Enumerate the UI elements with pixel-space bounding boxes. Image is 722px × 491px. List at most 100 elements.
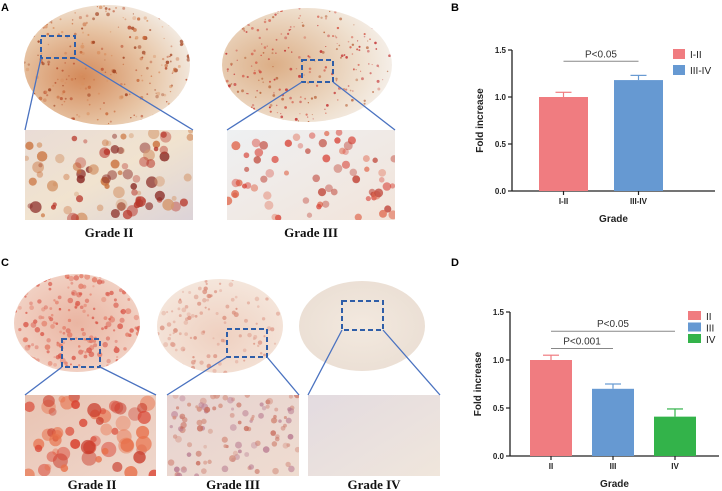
stain-dot (275, 286, 279, 290)
stain-dot (307, 81, 310, 84)
stain-dot (330, 188, 338, 196)
stain-dot (280, 115, 284, 119)
stain-dot (18, 356, 22, 360)
stain-dot (286, 443, 291, 447)
y-axis-title: Fold increase (473, 351, 484, 416)
stain-dot (87, 93, 91, 97)
stain-dot (183, 173, 192, 182)
stain-dot (218, 403, 223, 409)
stain-dot (316, 15, 320, 18)
stain-dot (109, 316, 116, 323)
stain-dot (179, 14, 182, 17)
stain-dot (86, 99, 89, 101)
stain-dot (137, 17, 141, 21)
stain-dot (223, 92, 226, 95)
stain-dot (388, 87, 392, 90)
stain-dot (133, 46, 137, 49)
stain-dot (149, 60, 153, 64)
x-tick-label: IV (671, 462, 679, 471)
stain-dot (115, 72, 118, 74)
stain-dot (129, 36, 132, 39)
stain-dot (70, 281, 74, 285)
stain-dot (136, 327, 139, 331)
stain-dot (136, 190, 142, 196)
stain-dot (225, 52, 228, 55)
stain-dot (117, 323, 124, 330)
stain-dot (367, 49, 370, 53)
stain-dot (284, 88, 288, 92)
stain-dot (169, 90, 172, 93)
stain-dot (243, 152, 250, 159)
stain-dot (99, 147, 111, 159)
stain-dot (64, 62, 66, 64)
stain-dot (106, 358, 111, 364)
stain-dot (259, 366, 262, 370)
stain-dot (46, 94, 49, 97)
stain-dot (252, 114, 255, 117)
stain-dot (92, 339, 97, 343)
stain-dot (319, 50, 323, 53)
stain-dot (201, 468, 207, 474)
stain-dot (101, 174, 112, 184)
stain-dot (206, 354, 211, 359)
stain-dot (202, 289, 208, 295)
stain-dot (79, 305, 84, 310)
stain-dot (67, 308, 71, 312)
stain-dot (136, 340, 140, 346)
stain-dot (69, 363, 72, 366)
stain-dot (81, 42, 84, 45)
stain-dot (322, 200, 330, 208)
stain-dot (44, 17, 49, 22)
stain-dot (25, 311, 28, 315)
stain-dot (226, 38, 229, 40)
stain-dot (325, 112, 327, 114)
stain-dot (376, 64, 379, 67)
stain-dot (61, 92, 64, 95)
stain-dot (163, 342, 169, 348)
stain-dot (109, 31, 112, 33)
stain-dot (36, 151, 48, 162)
stain-dot (276, 111, 279, 114)
stain-dot (291, 101, 294, 104)
stain-dot (272, 467, 279, 475)
stain-dot (34, 345, 39, 350)
stain-dot (238, 117, 242, 120)
stain-dot (285, 417, 292, 424)
stain-dot (111, 427, 119, 435)
stain-dot (179, 100, 183, 103)
stain-dot (54, 300, 59, 305)
stain-dot (161, 25, 164, 28)
legend-swatch (688, 322, 701, 332)
stain-dot (193, 294, 199, 300)
stain-dot (376, 79, 380, 83)
stain-dot (307, 102, 310, 104)
stain-dot (351, 43, 355, 46)
stain-dot (292, 133, 301, 141)
zoom-box (61, 338, 101, 368)
stain-dot (71, 355, 76, 361)
stain-dot (223, 444, 228, 449)
stain-dot (34, 327, 41, 333)
stain-dot (390, 32, 392, 34)
stain-dot (165, 101, 168, 103)
stain-dot (380, 99, 383, 102)
stain-dot (14, 278, 17, 283)
stain-dot (116, 355, 119, 359)
stain-dot (79, 50, 83, 54)
stain-dot (88, 103, 91, 106)
stain-dot (62, 90, 66, 94)
stain-dot (80, 327, 85, 332)
stain-dot (49, 317, 54, 322)
stain-dot (47, 120, 49, 123)
stain-dot (67, 318, 72, 323)
stain-dot (48, 19, 53, 23)
stain-dot (99, 108, 102, 110)
stain-dot (231, 397, 236, 402)
stain-dot (271, 52, 274, 55)
stain-dot (222, 315, 227, 321)
stain-dot (52, 26, 55, 29)
stain-dot (253, 49, 256, 52)
stain-dot (273, 414, 277, 419)
stain-dot (186, 312, 191, 317)
stain-dot (169, 424, 173, 429)
